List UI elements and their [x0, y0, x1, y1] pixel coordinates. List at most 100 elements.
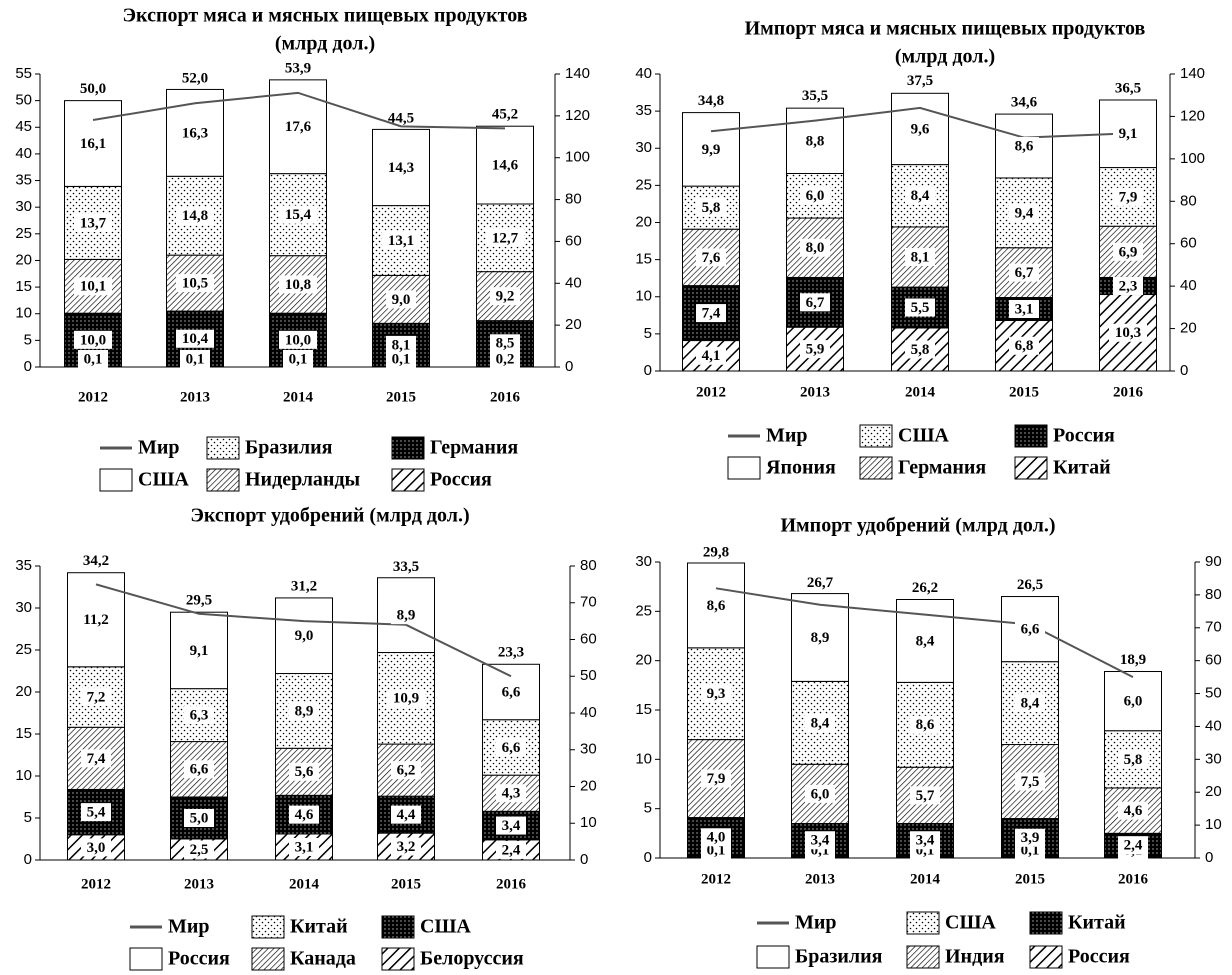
y-tick-label: 10 — [635, 750, 652, 767]
value-label: 13,1 — [388, 233, 414, 249]
value-label: 7,2 — [87, 689, 106, 705]
x-tick-label: 2015 — [1009, 384, 1039, 400]
label-bg — [696, 248, 726, 267]
label-bg — [805, 628, 835, 647]
y-tick-label: 30 — [15, 198, 32, 215]
legend-swatch — [99, 468, 133, 492]
y-tick-label: 25 — [15, 641, 32, 658]
label-bg — [1009, 263, 1039, 282]
value-label: 9,0 — [295, 628, 314, 644]
value-label: 9,4 — [1015, 205, 1034, 221]
y2-tick-label: 90 — [1205, 553, 1222, 570]
value-label: 8,5 — [496, 336, 515, 352]
label-bg — [77, 610, 115, 629]
label-bg — [910, 831, 940, 850]
label-bg — [486, 156, 524, 175]
value-label: 5,9 — [806, 342, 825, 358]
label-bg — [289, 837, 319, 856]
value-label: 8,9 — [397, 608, 416, 624]
y-tick-label: 25 — [15, 225, 32, 242]
x-tick-label: 2016 — [1118, 871, 1149, 887]
value-label: 17,6 — [285, 119, 312, 135]
label-bg — [496, 738, 526, 757]
y-tick-label: 35 — [15, 172, 32, 189]
bar-segment — [896, 681, 954, 768]
y2-tick-label: 0 — [565, 358, 573, 375]
legend-label: США — [420, 916, 471, 938]
y2-tick-label: 80 — [580, 557, 597, 574]
value-label: 3,4 — [811, 833, 830, 849]
value-label: 7,4 — [87, 751, 106, 767]
label-bg — [176, 123, 214, 142]
value-label: 10,9 — [393, 691, 419, 707]
value-label: 8,0 — [806, 240, 825, 256]
y2-tick-label: 40 — [580, 704, 597, 721]
label-bg — [490, 287, 520, 306]
legend-swatch — [381, 915, 415, 939]
label-bg — [701, 769, 731, 788]
chart-subtitle: (млрд дол.) — [275, 33, 375, 55]
label-bg — [805, 784, 835, 803]
y-tick-label: 25 — [635, 602, 652, 619]
legend-label: Мир — [168, 916, 210, 938]
y2-tick-label: 20 — [565, 316, 582, 333]
value-label: 3,1 — [1015, 301, 1034, 317]
y-tick-label: 30 — [15, 599, 32, 616]
value-label: 4,4 — [397, 807, 416, 823]
label-bg — [490, 334, 520, 353]
total-label: 26,7 — [807, 575, 834, 591]
value-label: 0,1 — [84, 351, 103, 367]
total-label: 44,5 — [388, 110, 414, 126]
value-label: 4,6 — [295, 807, 314, 823]
value-label: 2,5 — [190, 842, 209, 858]
y2-tick-label: 140 — [565, 65, 590, 82]
value-label: 0,1 — [392, 351, 411, 367]
value-label: 6,6 — [502, 740, 521, 756]
chart-subtitle: (млрд дол.) — [895, 46, 995, 68]
legend-label: США — [138, 469, 189, 491]
label-bg — [289, 701, 319, 720]
label-bg — [1113, 242, 1143, 261]
y-tick-label: 0 — [644, 362, 652, 379]
y-tick-label: 30 — [635, 139, 652, 156]
label-bg — [701, 828, 731, 847]
value-label: 5,7 — [916, 788, 935, 804]
legend-label: Германия — [898, 457, 986, 479]
x-tick-label: 2013 — [184, 876, 214, 892]
x-tick-label: 2012 — [78, 389, 108, 405]
label-bg — [701, 684, 731, 703]
y2-tick-label: 100 — [1180, 150, 1205, 167]
label-bg — [696, 140, 726, 159]
value-label: 5,4 — [87, 805, 106, 821]
y-tick-label: 45 — [15, 118, 32, 135]
value-label: 6,0 — [1124, 694, 1143, 710]
legend-swatch — [381, 947, 415, 971]
value-label: 5,0 — [190, 810, 209, 826]
label-bg — [81, 803, 111, 822]
value-label: 8,4 — [911, 188, 930, 204]
legend-label: Индия — [945, 946, 1005, 968]
total-label: 33,5 — [393, 559, 419, 575]
chart: Экспорт удобрений (млрд дол.) 0 5 10 15 20 25 3… — [15, 505, 597, 971]
y-tick-label: 20 — [15, 251, 32, 268]
value-label: 6,2 — [397, 763, 416, 779]
label-bg — [1015, 620, 1045, 639]
total-label: 34,6 — [1011, 95, 1038, 111]
total-label: 26,2 — [912, 580, 938, 596]
total-label: 34,8 — [698, 93, 724, 109]
x-tick-label: 2015 — [1015, 871, 1045, 887]
label-bg — [289, 626, 319, 645]
value-label: 13,7 — [80, 215, 107, 231]
label-bg — [1113, 124, 1143, 143]
legend-label: Китай — [1053, 457, 1111, 479]
x-tick-label: 2016 — [496, 876, 527, 892]
value-label: 15,4 — [285, 207, 312, 223]
label-bg — [81, 838, 111, 857]
y2-tick-label: 120 — [1180, 107, 1205, 124]
legend-label: Китай — [290, 916, 348, 938]
y-tick-label: 25 — [635, 176, 652, 193]
value-label: 8,4 — [811, 715, 830, 731]
label-bg — [800, 131, 830, 150]
chart: Импорт удобрений (млрд дол.) 0 5 10 15 20 25 30… — [635, 515, 1222, 969]
